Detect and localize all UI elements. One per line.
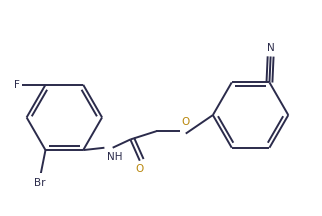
Text: Br: Br bbox=[34, 178, 45, 188]
Text: N: N bbox=[267, 43, 274, 53]
Text: O: O bbox=[181, 116, 189, 127]
Text: NH: NH bbox=[107, 152, 122, 162]
Text: O: O bbox=[136, 164, 144, 174]
Text: F: F bbox=[14, 80, 20, 90]
